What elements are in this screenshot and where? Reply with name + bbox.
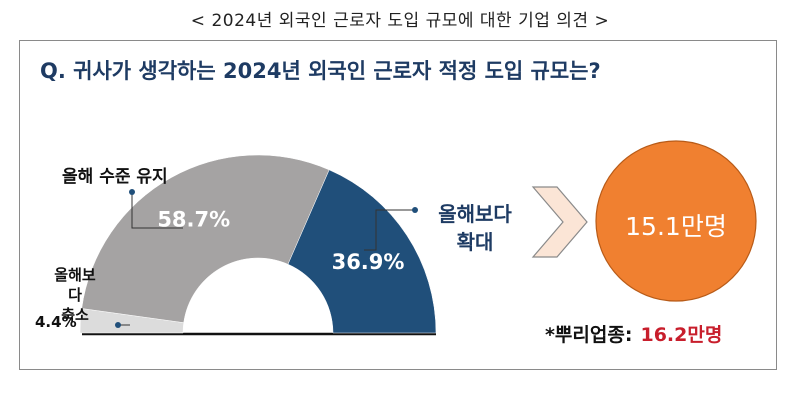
chart-panel bbox=[19, 40, 777, 370]
result-circle bbox=[595, 140, 757, 302]
slice-value-reduce: 4.4% bbox=[35, 313, 77, 331]
slice-value-label-2: 36.9% bbox=[332, 250, 405, 274]
survey-question: Q. 귀사가 생각하는 2024년 외국인 근로자 적정 도입 규모는? bbox=[40, 59, 601, 83]
root-industry-note: *뿌리업종: 16.2만명 bbox=[545, 320, 722, 347]
donut-slice-1 bbox=[81, 154, 330, 323]
page-title: < 2024년 외국인 근로자 도입 규모에 대한 기업 의견 > bbox=[190, 11, 610, 31]
result-circle-value: 15.1만명 bbox=[625, 212, 727, 241]
slice-label-expand-line1: 올해보다 bbox=[438, 202, 512, 226]
leader-dot-reduce bbox=[115, 322, 121, 328]
leader-line-expand bbox=[364, 209, 415, 251]
leader-dot-expand bbox=[412, 207, 418, 213]
donut-slice-2 bbox=[287, 169, 437, 334]
note-label: *뿌리업종: bbox=[545, 324, 633, 346]
leader-dot-keep bbox=[129, 189, 135, 195]
slice-label-expand-line2: 확대 bbox=[456, 230, 494, 254]
slice-label-keep: 올해 수준 유지 bbox=[62, 167, 168, 187]
slice-value-label-1: 58.7% bbox=[157, 207, 230, 231]
slice-label-reduce: 올해보다 축소 bbox=[50, 265, 100, 325]
note-value: 16.2만명 bbox=[640, 324, 723, 346]
slice-label-reduce-line2: 축소 bbox=[61, 306, 89, 324]
slice-label-expand: 올해보다 확대 bbox=[425, 200, 525, 256]
slice-label-reduce-line1: 올해보다 bbox=[54, 266, 96, 304]
chevron-arrow-icon bbox=[531, 186, 588, 258]
leader-line-keep bbox=[131, 192, 183, 229]
